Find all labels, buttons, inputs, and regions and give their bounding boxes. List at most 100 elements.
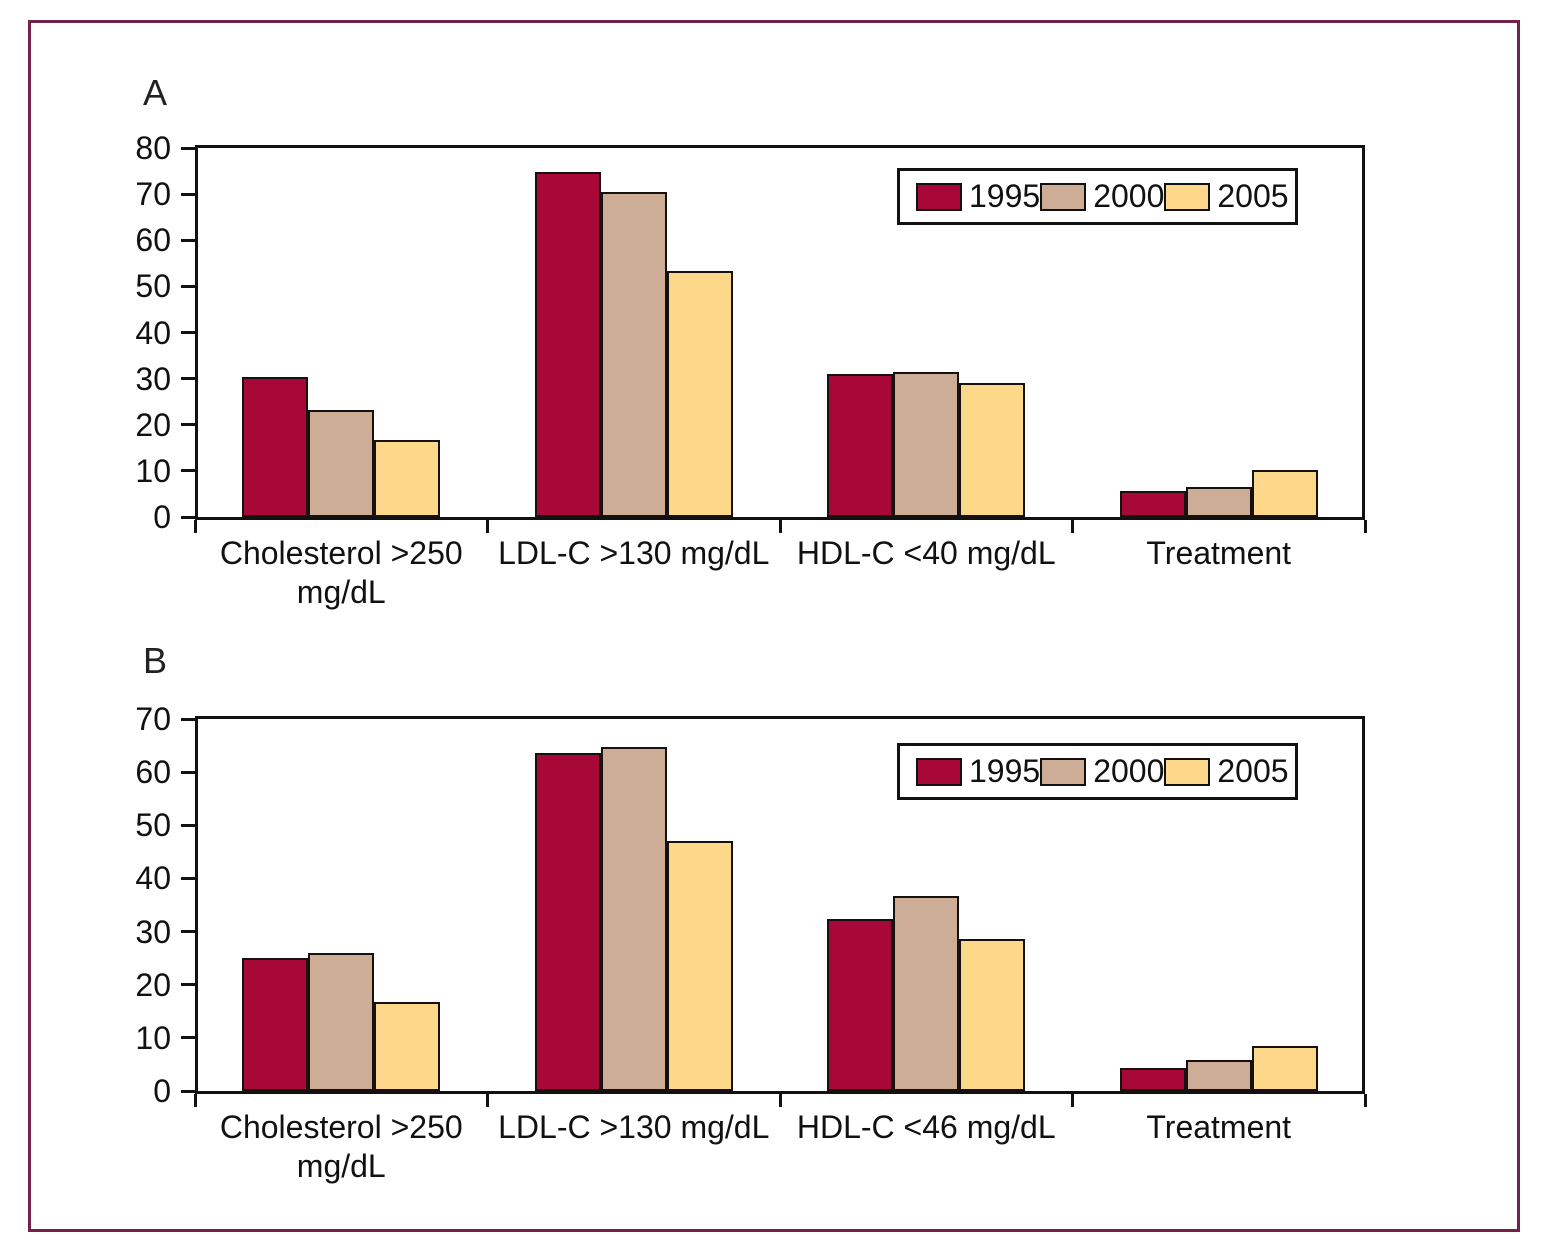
panel-b-y-tick (181, 983, 195, 987)
panel-b-x-tick (193, 1094, 197, 1107)
panel-b-category-label: Cholesterol >250 mg/dL (195, 1108, 488, 1186)
bar-2000-treatment (1185, 487, 1252, 517)
bar-1995-ldl-c-130-mg-dl (534, 753, 601, 1091)
panel-a-y-tick-label: 60 (135, 222, 171, 259)
panel-a-category-label: HDL-C <40 mg/dL (780, 534, 1073, 573)
bar-1995-hdl-c-46-mg-dl (827, 919, 894, 1091)
panel-b-category-label: HDL-C <46 mg/dL (780, 1108, 1073, 1147)
bar-2005-hdl-c-40-mg-dl (959, 383, 1026, 517)
panel-a-legend-item-1995: 1995 (916, 178, 1040, 215)
panel-b-category-label-line: LDL-C >130 mg/dL (498, 1109, 770, 1145)
panel-a-y-tick-label: 80 (135, 130, 171, 166)
panel-a-y-tick-label: 0 (153, 499, 171, 535)
panel-a-y-tick-label: 50 (135, 268, 171, 305)
bar-1995-treatment (1119, 1067, 1186, 1091)
panel-a-x-tick (193, 520, 197, 533)
panel-b-y-tick (181, 1036, 195, 1040)
panel-b-y-tick-label: 20 (135, 966, 171, 1003)
bar-2000-ldl-c-130-mg-dl (600, 192, 667, 517)
panel-a-y-tick (181, 469, 195, 473)
panel-b-legend-item-1995: 1995 (916, 753, 1040, 790)
panel-b-legend: 1995 2000 2005 (897, 743, 1298, 800)
panel-b-plot-box (195, 716, 1365, 1094)
bar-2005-cholesterol-250-mg-dl (374, 1001, 441, 1091)
legend-label-2000: 2000 (1093, 178, 1165, 214)
panel-b-y-tick (181, 930, 195, 934)
legend-label-2005: 2005 (1217, 753, 1289, 789)
legend-label-1995: 1995 (969, 753, 1041, 789)
panel-b-y-tick-label: 10 (135, 1019, 171, 1056)
panel-a-category-label: LDL-C >130 mg/dL (488, 534, 781, 573)
bar-2000-ldl-c-130-mg-dl (600, 746, 667, 1091)
panel-a-category-label-line: mg/dL (296, 574, 386, 610)
panel-b-x-tick (1363, 1094, 1367, 1107)
panel-a-legend-item-2000: 2000 (1040, 178, 1164, 215)
panel-a-plot-box (195, 145, 1365, 520)
panel-a-y-tick-label: 40 (135, 314, 171, 351)
panel-a-category-label-line: Cholesterol >250 (219, 535, 463, 571)
bar-1995-treatment (1119, 491, 1186, 517)
bar-2000-cholesterol-250-mg-dl (308, 409, 375, 517)
bar-2005-ldl-c-130-mg-dl (666, 271, 733, 517)
panel-a-y-tick-label: 20 (135, 406, 171, 443)
bar-2000-cholesterol-250-mg-dl (308, 953, 375, 1091)
panel-a-y-tick (181, 146, 195, 150)
panel-b-x-tick (1071, 1094, 1074, 1107)
legend-label-2000: 2000 (1093, 753, 1165, 789)
panel-b-y-tick (181, 717, 195, 721)
bar-1995-hdl-c-40-mg-dl (827, 374, 894, 517)
panel-b-category-label-line: mg/dL (296, 1148, 386, 1184)
panel-a-y-tick-label: 70 (135, 176, 171, 213)
panel-b-y-tick (181, 1089, 195, 1093)
bar-2005-treatment (1251, 469, 1318, 517)
legend-label-2005: 2005 (1217, 178, 1289, 214)
panel-b-category-label: Treatment (1073, 1108, 1366, 1147)
bar-2005-ldl-c-130-mg-dl (666, 841, 733, 1091)
panel-b-y-tick-label: 60 (135, 754, 171, 791)
panel-a-x-tick (1071, 520, 1074, 533)
panel-a-y-tick (181, 238, 195, 242)
bar-2005-treatment (1251, 1046, 1318, 1091)
panel-b-category-label-line: Cholesterol >250 (219, 1109, 463, 1145)
panel-a-category-label: Treatment (1073, 534, 1366, 573)
panel-a-y-tick-label: 30 (135, 360, 171, 397)
panel-b-y-tick (181, 770, 195, 774)
panel-b-y-tick-label: 40 (135, 860, 171, 897)
panel-a-legend-item-2005: 2005 (1164, 178, 1289, 215)
legend-swatch-2000 (1040, 182, 1087, 211)
legend-swatch-1995 (916, 757, 962, 786)
panel-a-category-label: Cholesterol >250 mg/dL (195, 534, 488, 612)
panel-b-y-tick (181, 876, 195, 880)
panel-a-category-label-line: LDL-C >130 mg/dL (498, 535, 770, 571)
panel-a-legend: 1995 2000 2005 (897, 168, 1298, 225)
panel-a-x-tick (486, 520, 489, 533)
panel-b-legend-item-2000: 2000 (1040, 753, 1164, 790)
panel-a-y-tick (181, 423, 195, 427)
bar-2000-hdl-c-40-mg-dl (893, 371, 960, 517)
legend-swatch-1995 (916, 182, 962, 211)
bar-1995-cholesterol-250-mg-dl (242, 377, 309, 517)
panel-b-y-tick-label: 30 (135, 913, 171, 950)
panel-b-legend-item-2005: 2005 (1164, 753, 1289, 790)
panel-b-y-tick-label: 0 (153, 1073, 171, 1109)
panel-a-y-tick (181, 377, 195, 381)
legend-swatch-2000 (1040, 757, 1087, 786)
panel-b-x-tick (778, 1094, 782, 1107)
bar-2000-hdl-c-46-mg-dl (893, 896, 960, 1091)
legend-label-1995: 1995 (969, 178, 1041, 214)
bar-2005-cholesterol-250-mg-dl (374, 439, 441, 517)
panel-b-x-tick (486, 1094, 489, 1107)
panel-b-y-tick-label: 50 (135, 807, 171, 844)
legend-swatch-2005 (1164, 757, 1211, 786)
panel-a-y-tick (181, 192, 195, 196)
panel-a-y-tick-label: 10 (135, 452, 171, 489)
panel-b-y-tick (181, 823, 195, 827)
panel-b-category-label: LDL-C >130 mg/dL (488, 1108, 781, 1147)
bar-1995-cholesterol-250-mg-dl (242, 957, 309, 1091)
panel-b-category-label-line: Treatment (1146, 1109, 1292, 1145)
bar-1995-ldl-c-130-mg-dl (534, 172, 601, 517)
legend-swatch-2005 (1164, 182, 1211, 211)
bar-2000-treatment (1185, 1059, 1252, 1091)
panel-a-y-tick (181, 515, 195, 519)
